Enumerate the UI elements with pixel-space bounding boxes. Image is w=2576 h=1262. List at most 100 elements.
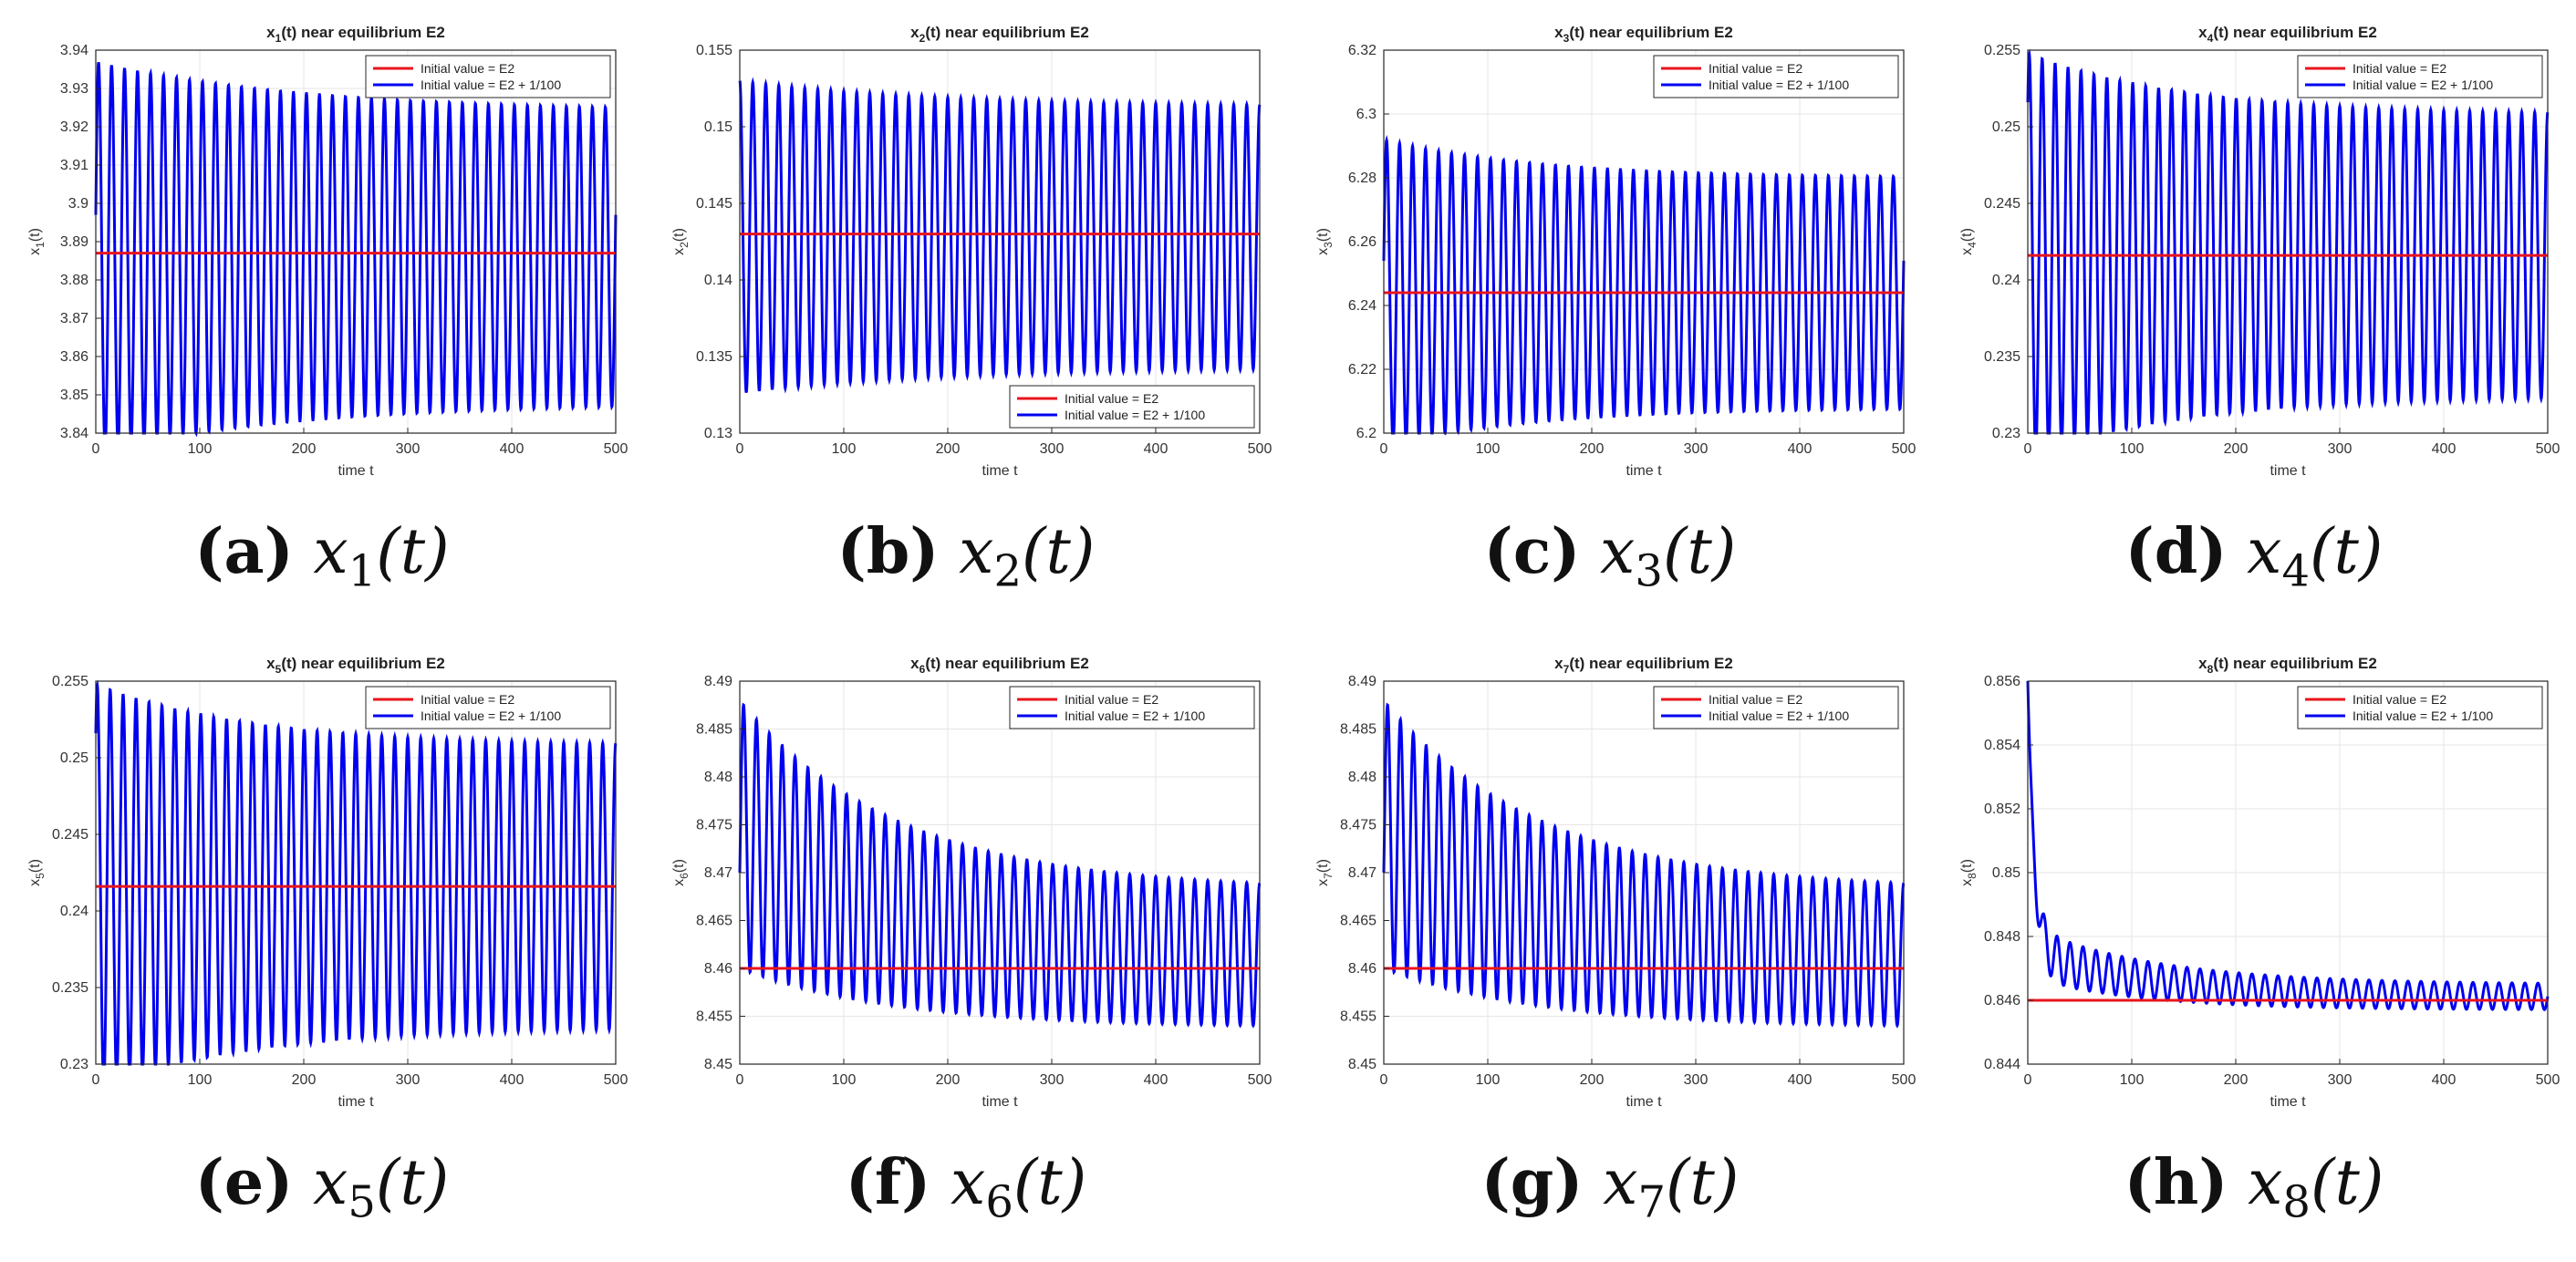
chart-svg-h: 0 100 200 300 400 500 0.844 0.846 0.848 0.85 0.852… xyxy=(1959,655,2560,1110)
legend-label: Initial value = E2 + 1/100 xyxy=(421,78,561,92)
x-tick-label: 400 xyxy=(1144,1072,1169,1088)
y-tick-label: 0.14 xyxy=(704,273,732,288)
series-perturbed-line xyxy=(2026,680,2550,1011)
caption-variable: x4(t) xyxy=(2247,516,2384,597)
x-tick-label: 300 xyxy=(396,1072,421,1088)
y-tick-label: 8.49 xyxy=(704,674,732,689)
x-tick-label: 100 xyxy=(2120,1072,2145,1088)
caption-variable: x7(t) xyxy=(1603,1147,1740,1228)
y-tick-label: 6.32 xyxy=(1348,43,1376,58)
legend-label: Initial value = E2 xyxy=(1709,61,1802,76)
caption-label: (a) xyxy=(194,515,294,588)
y-tick-label: 8.45 xyxy=(704,1057,732,1072)
x-tick-label: 100 xyxy=(1476,1072,1501,1088)
series-perturbed-line xyxy=(94,61,618,438)
caption-label: (e) xyxy=(194,1146,294,1219)
x-tick-label: 0 xyxy=(1380,441,1388,457)
y-tick-label: 0.235 xyxy=(1984,349,2020,365)
chart-title: x2(t) near equilibrium E2 xyxy=(910,24,1089,45)
chart-panel-h: 0 100 200 300 400 500 0.844 0.846 0.848 0.85 0.852… xyxy=(1932,631,2576,1262)
legend-label: Initial value = E2 xyxy=(2353,61,2446,76)
legend: Initial value = E2 Initial value = E2 + 1… xyxy=(1009,686,1255,729)
y-tick-label: 0.135 xyxy=(696,349,732,365)
y-tick-label: 3.87 xyxy=(60,311,88,326)
legend-label: Initial value = E2 xyxy=(421,61,514,76)
x-tick-label: 500 xyxy=(1248,1072,1272,1088)
x-tick-label: 400 xyxy=(1144,441,1169,457)
x-tick-label: 300 xyxy=(396,441,421,457)
x-tick-label: 0 xyxy=(2024,1072,2032,1088)
chart-panel-c: 0 100 200 300 400 500 6.2 6.22 6.24 6.26 6.28 6.3 6.… xyxy=(1288,0,1932,631)
caption-variable: x2(t) xyxy=(959,516,1096,597)
legend-label: Initial value = E2 + 1/100 xyxy=(2353,709,2493,723)
y-tick-label: 8.455 xyxy=(1340,1009,1376,1025)
chart-svg-f: 0 100 200 300 400 500 8.45 8.455 8.46 8.465 8.47 8.… xyxy=(671,655,1272,1110)
x-tick-label: 200 xyxy=(1580,1072,1605,1088)
x-axis-label: time t xyxy=(982,1094,1018,1110)
y-tick-label: 0.24 xyxy=(1992,273,2020,288)
x-axis-label: time t xyxy=(1626,463,1662,479)
x-tick-label: 200 xyxy=(292,441,317,457)
legend-label: Initial value = E2 + 1/100 xyxy=(421,709,561,723)
y-tick-label: 8.45 xyxy=(1348,1057,1376,1072)
x-tick-label: 100 xyxy=(2120,441,2145,457)
x-axis-label: time t xyxy=(1626,1094,1662,1110)
chart-panel-a: 0 100 200 300 400 500 3.84 3.85 3.86 3.87 3.88 3.89… xyxy=(0,0,644,631)
chart-title: x8(t) near equilibrium E2 xyxy=(2198,655,2377,676)
legend: Initial value = E2 Initial value = E2 + 1… xyxy=(365,55,611,98)
caption-label: (c) xyxy=(1483,515,1581,588)
chart-title: x1(t) near equilibrium E2 xyxy=(266,24,445,45)
y-tick-label: 3.9 xyxy=(68,196,88,212)
x-tick-label: 100 xyxy=(1476,441,1501,457)
panel-caption: (c) x3(t) xyxy=(1288,515,1932,597)
legend-label: Initial value = E2 + 1/100 xyxy=(1065,709,1205,723)
y-axis-label: x2(t) xyxy=(671,228,691,255)
x-tick-label: 200 xyxy=(2224,1072,2249,1088)
x-tick-label: 500 xyxy=(604,1072,628,1088)
x-tick-label: 300 xyxy=(1684,1072,1709,1088)
panel-caption: (a) x1(t) xyxy=(0,515,644,597)
y-tick-label: 6.3 xyxy=(1356,107,1376,122)
x-tick-label: 500 xyxy=(1892,441,1916,457)
legend-label: Initial value = E2 xyxy=(2353,692,2446,707)
y-tick-label: 3.89 xyxy=(60,234,88,250)
y-tick-label: 6.2 xyxy=(1356,426,1376,441)
y-tick-label: 3.94 xyxy=(60,43,88,58)
chart-title: x5(t) near equilibrium E2 xyxy=(266,655,445,676)
y-tick-label: 8.465 xyxy=(696,914,732,929)
y-tick-label: 6.26 xyxy=(1348,234,1376,250)
legend-box xyxy=(365,686,611,729)
chart-panel-e: 0 100 200 300 400 500 0.23 0.235 0.24 0.245 0.25 0.… xyxy=(0,631,644,1262)
y-tick-label: 0.255 xyxy=(52,674,88,689)
y-tick-label: 8.465 xyxy=(1340,914,1376,929)
caption-variable: x6(t) xyxy=(950,1147,1087,1228)
series-perturbed-line xyxy=(738,77,1262,394)
y-axis-label: x3(t) xyxy=(1315,228,1335,255)
caption-label: (g) xyxy=(1480,1146,1584,1219)
series-perturbed-line xyxy=(738,702,1262,1029)
legend-box xyxy=(365,55,611,98)
x-tick-label: 100 xyxy=(188,1072,213,1088)
x-tick-label: 400 xyxy=(500,441,525,457)
legend-label: Initial value = E2 xyxy=(1065,391,1158,406)
x-tick-label: 200 xyxy=(292,1072,317,1088)
y-tick-label: 0.854 xyxy=(1984,738,2020,753)
legend: Initial value = E2 Initial value = E2 + 1… xyxy=(1009,385,1255,429)
x-tick-label: 200 xyxy=(936,1072,961,1088)
x-tick-label: 500 xyxy=(1248,441,1272,457)
y-tick-label: 0.245 xyxy=(52,827,88,843)
caption-variable: x8(t) xyxy=(2248,1147,2384,1228)
chart-title: x7(t) near equilibrium E2 xyxy=(1554,655,1733,676)
caption-label: (b) xyxy=(836,515,940,588)
y-tick-label: 3.93 xyxy=(60,81,88,97)
chart-panel-b: 0 100 200 300 400 500 0.13 0.135 0.14 0.145 0.15 0.… xyxy=(644,0,1288,631)
y-axis-label: x4(t) xyxy=(1959,228,1979,255)
y-tick-label: 0.85 xyxy=(1992,865,2020,881)
y-tick-label: 3.85 xyxy=(60,388,88,403)
y-tick-label: 6.22 xyxy=(1348,362,1376,378)
legend-box xyxy=(1653,686,1899,729)
x-tick-label: 500 xyxy=(604,441,628,457)
y-tick-label: 0.23 xyxy=(1992,426,2020,441)
y-tick-label: 0.848 xyxy=(1984,929,2020,945)
chart-svg-e: 0 100 200 300 400 500 0.23 0.235 0.24 0.245 0.25 0.… xyxy=(27,655,628,1110)
